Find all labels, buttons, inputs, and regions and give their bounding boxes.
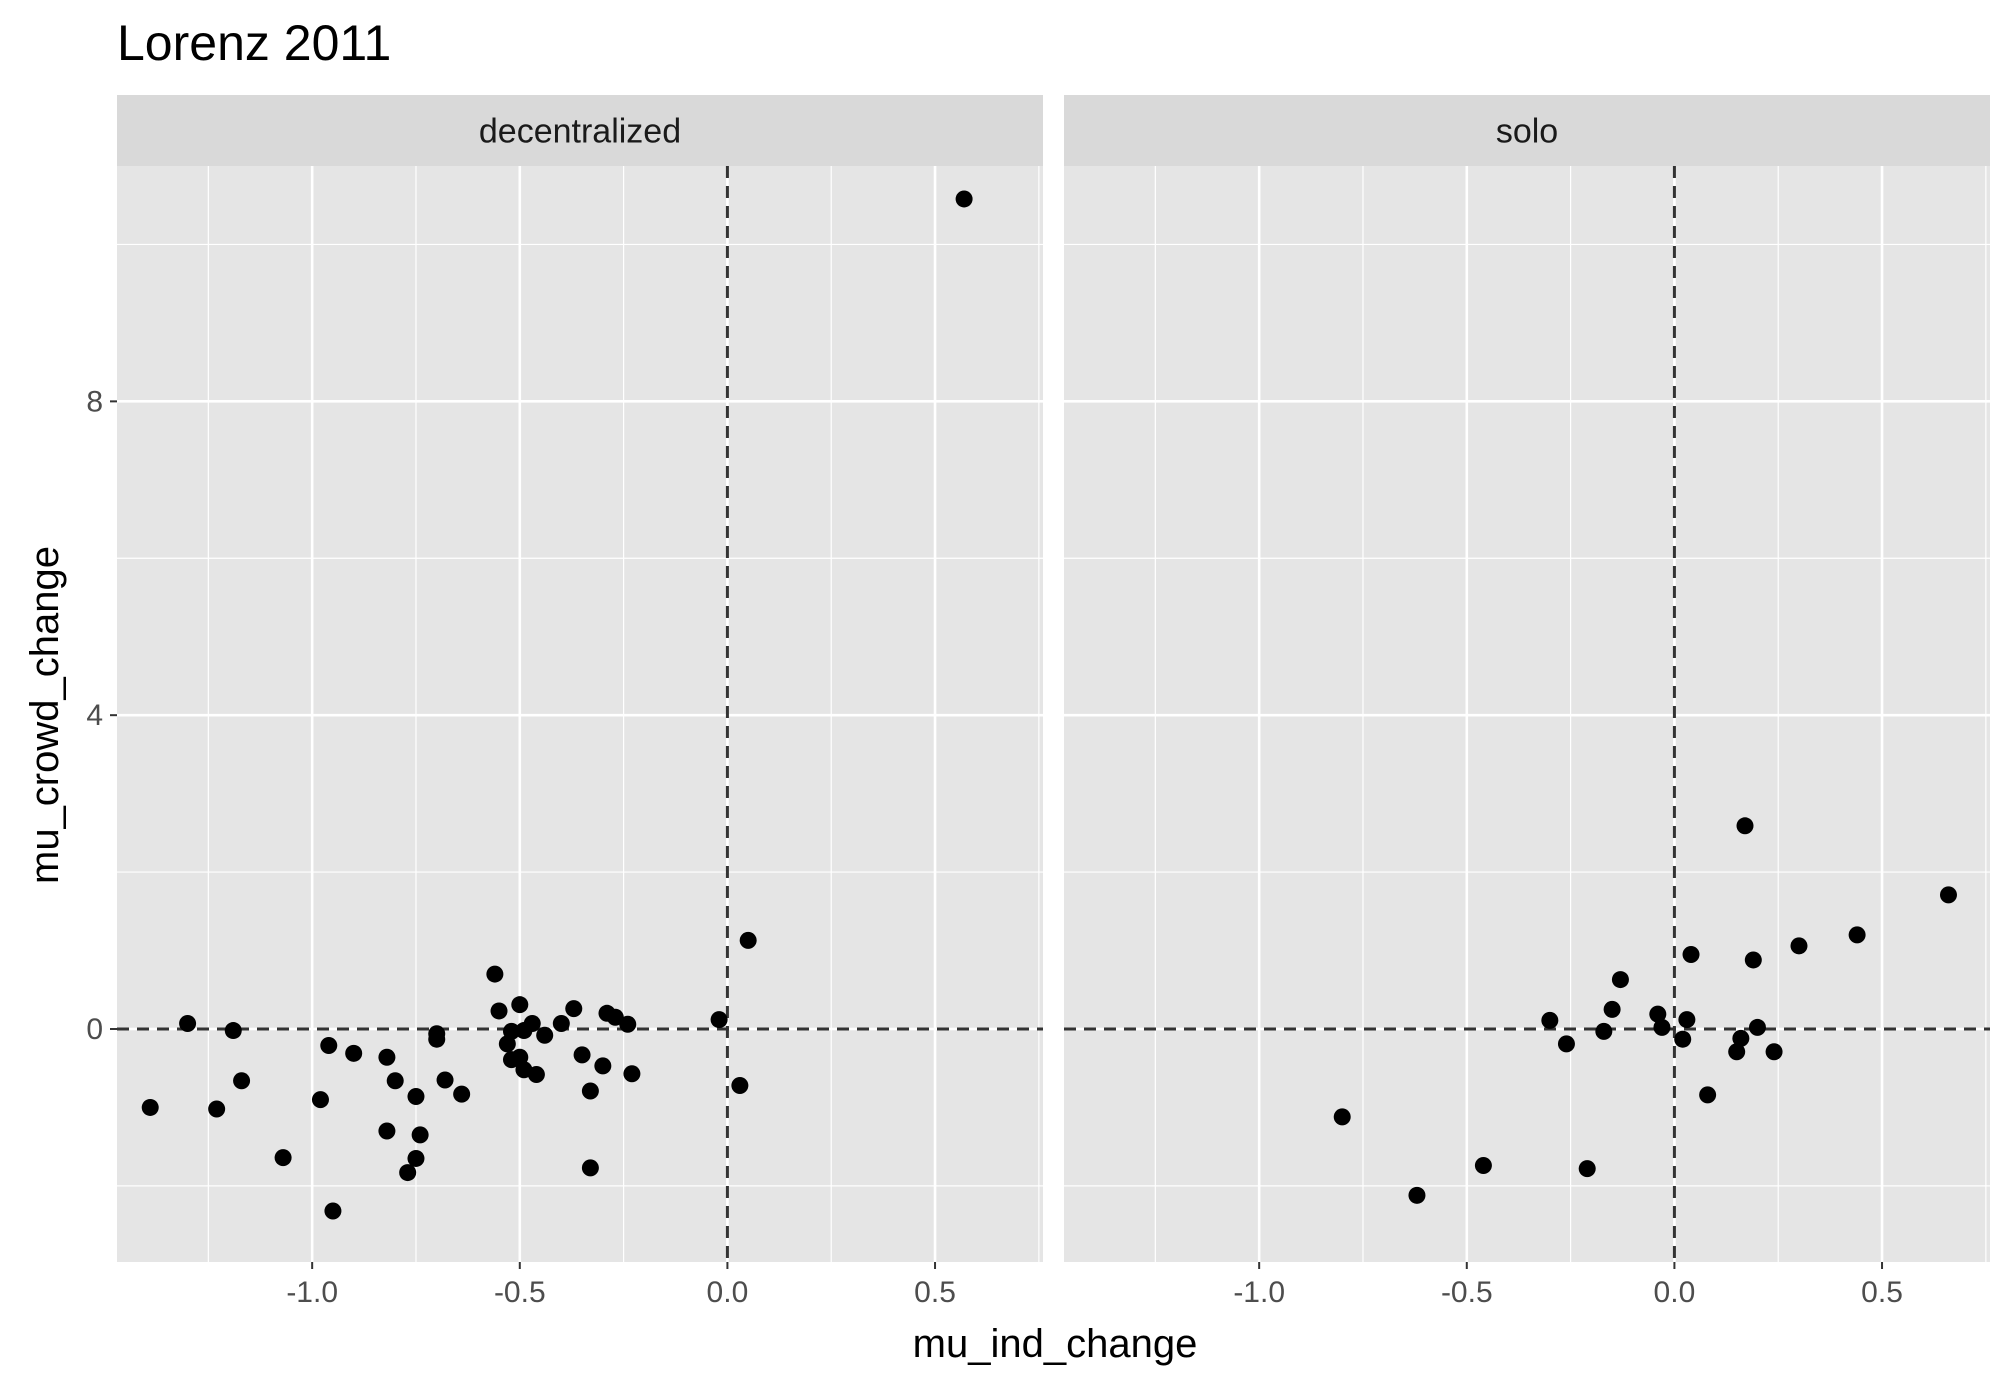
data-point-decentralized-12 bbox=[386, 1072, 404, 1090]
data-point-decentralized-5 bbox=[274, 1149, 292, 1167]
x-axis-title: mu_ind_change bbox=[913, 1322, 1198, 1366]
data-point-decentralized-45 bbox=[739, 931, 757, 949]
data-point-solo-9 bbox=[1649, 1005, 1667, 1023]
data-point-decentralized-26 bbox=[511, 996, 529, 1014]
data-point-decentralized-11 bbox=[378, 1122, 396, 1140]
x-axis-solo: -1.0 -0.5 0.0 0.5 bbox=[1233, 1262, 1903, 1309]
strip-background bbox=[117, 95, 1043, 166]
data-point-decentralized-43 bbox=[710, 1011, 728, 1029]
data-point-solo-4 bbox=[1557, 1035, 1575, 1053]
chart-title: Lorenz 2011 bbox=[117, 15, 391, 71]
data-point-solo-23 bbox=[1939, 886, 1957, 904]
y-tick-label: 8 bbox=[86, 385, 103, 418]
x-axes: -1.0 -0.5 0.0 0.5 -1.0 -0.5 0.0 0.5 bbox=[286, 1262, 1903, 1309]
data-point-solo-13 bbox=[1682, 945, 1700, 963]
data-point-decentralized-21 bbox=[486, 965, 504, 983]
data-point-solo-12 bbox=[1678, 1011, 1696, 1029]
data-point-solo-2 bbox=[1474, 1157, 1492, 1175]
data-point-decentralized-22 bbox=[490, 1002, 508, 1020]
data-point-decentralized-13 bbox=[399, 1164, 417, 1182]
x-tick-label: 0.0 bbox=[707, 1276, 749, 1309]
data-point-decentralized-41 bbox=[619, 1015, 637, 1033]
data-point-solo-7 bbox=[1603, 1000, 1621, 1018]
data-point-decentralized-42 bbox=[623, 1065, 641, 1083]
data-point-decentralized-34 bbox=[565, 1000, 583, 1018]
data-point-solo-19 bbox=[1748, 1018, 1766, 1036]
data-point-solo-15 bbox=[1728, 1043, 1746, 1061]
x-tick-label: -0.5 bbox=[494, 1276, 546, 1309]
data-point-decentralized-0 bbox=[141, 1098, 159, 1116]
data-point-decentralized-6 bbox=[311, 1091, 329, 1109]
x-tick-label: 0.0 bbox=[1654, 1276, 1696, 1309]
data-point-decentralized-10 bbox=[378, 1048, 396, 1066]
strip-label-decentralized: decentralized bbox=[479, 113, 681, 151]
data-point-decentralized-15 bbox=[407, 1149, 425, 1167]
facet-panel-solo: solo bbox=[1064, 95, 1990, 1262]
data-point-decentralized-32 bbox=[536, 1026, 554, 1044]
data-point-decentralized-16 bbox=[411, 1126, 429, 1144]
data-point-decentralized-19 bbox=[436, 1071, 454, 1089]
data-point-decentralized-31 bbox=[527, 1065, 545, 1083]
strip-background bbox=[1064, 95, 1990, 166]
strip-label-solo: solo bbox=[1496, 113, 1558, 151]
data-point-solo-10 bbox=[1653, 1018, 1671, 1036]
facet-panel-decentralized: decentralized bbox=[117, 95, 1043, 1262]
facet-panels: decentralized solo bbox=[117, 95, 1990, 1262]
data-point-decentralized-37 bbox=[581, 1159, 599, 1177]
data-point-decentralized-40 bbox=[606, 1008, 624, 1026]
x-tick-label: 0.5 bbox=[1861, 1276, 1903, 1309]
data-point-decentralized-46 bbox=[955, 190, 973, 208]
data-point-decentralized-36 bbox=[581, 1082, 599, 1100]
x-axis-decentralized: -1.0 -0.5 0.0 0.5 bbox=[286, 1262, 956, 1309]
data-point-decentralized-44 bbox=[731, 1076, 749, 1094]
x-tick-label: 0.5 bbox=[914, 1276, 956, 1309]
x-tick-label: -1.0 bbox=[1233, 1276, 1285, 1309]
data-point-solo-16 bbox=[1732, 1029, 1750, 1047]
y-tick-label: 0 bbox=[86, 1013, 103, 1046]
y-axis: 0 4 8 bbox=[86, 385, 117, 1046]
data-point-decentralized-33 bbox=[552, 1015, 570, 1033]
data-point-decentralized-3 bbox=[224, 1022, 242, 1040]
data-point-decentralized-4 bbox=[233, 1072, 251, 1090]
data-point-decentralized-7 bbox=[320, 1036, 338, 1054]
data-point-decentralized-14 bbox=[407, 1087, 425, 1105]
data-point-solo-11 bbox=[1674, 1030, 1692, 1048]
x-tick-label: -1.0 bbox=[286, 1276, 338, 1309]
data-point-decentralized-2 bbox=[208, 1100, 226, 1118]
x-tick-label: -0.5 bbox=[1441, 1276, 1493, 1309]
data-point-solo-18 bbox=[1744, 951, 1762, 969]
y-axis-title: mu_crowd_change bbox=[23, 546, 67, 884]
data-point-solo-0 bbox=[1333, 1108, 1351, 1126]
data-point-solo-5 bbox=[1578, 1160, 1596, 1178]
data-point-solo-1 bbox=[1408, 1186, 1426, 1204]
data-point-decentralized-8 bbox=[324, 1202, 342, 1220]
data-point-decentralized-1 bbox=[179, 1015, 197, 1033]
data-point-solo-6 bbox=[1595, 1022, 1613, 1040]
data-point-solo-22 bbox=[1848, 926, 1866, 944]
data-point-decentralized-35 bbox=[573, 1046, 591, 1064]
data-point-solo-14 bbox=[1699, 1086, 1717, 1104]
data-point-decentralized-24 bbox=[502, 1022, 520, 1040]
data-point-decentralized-38 bbox=[594, 1057, 612, 1075]
data-point-solo-8 bbox=[1611, 971, 1629, 989]
data-point-decentralized-30 bbox=[523, 1015, 541, 1033]
y-tick-label: 4 bbox=[86, 699, 103, 732]
data-point-decentralized-20 bbox=[453, 1085, 471, 1103]
data-point-decentralized-9 bbox=[345, 1044, 363, 1062]
data-point-solo-3 bbox=[1541, 1011, 1559, 1029]
data-point-solo-17 bbox=[1736, 817, 1754, 835]
data-point-decentralized-18 bbox=[428, 1030, 446, 1048]
data-point-solo-20 bbox=[1765, 1043, 1783, 1061]
data-point-solo-21 bbox=[1790, 937, 1808, 955]
